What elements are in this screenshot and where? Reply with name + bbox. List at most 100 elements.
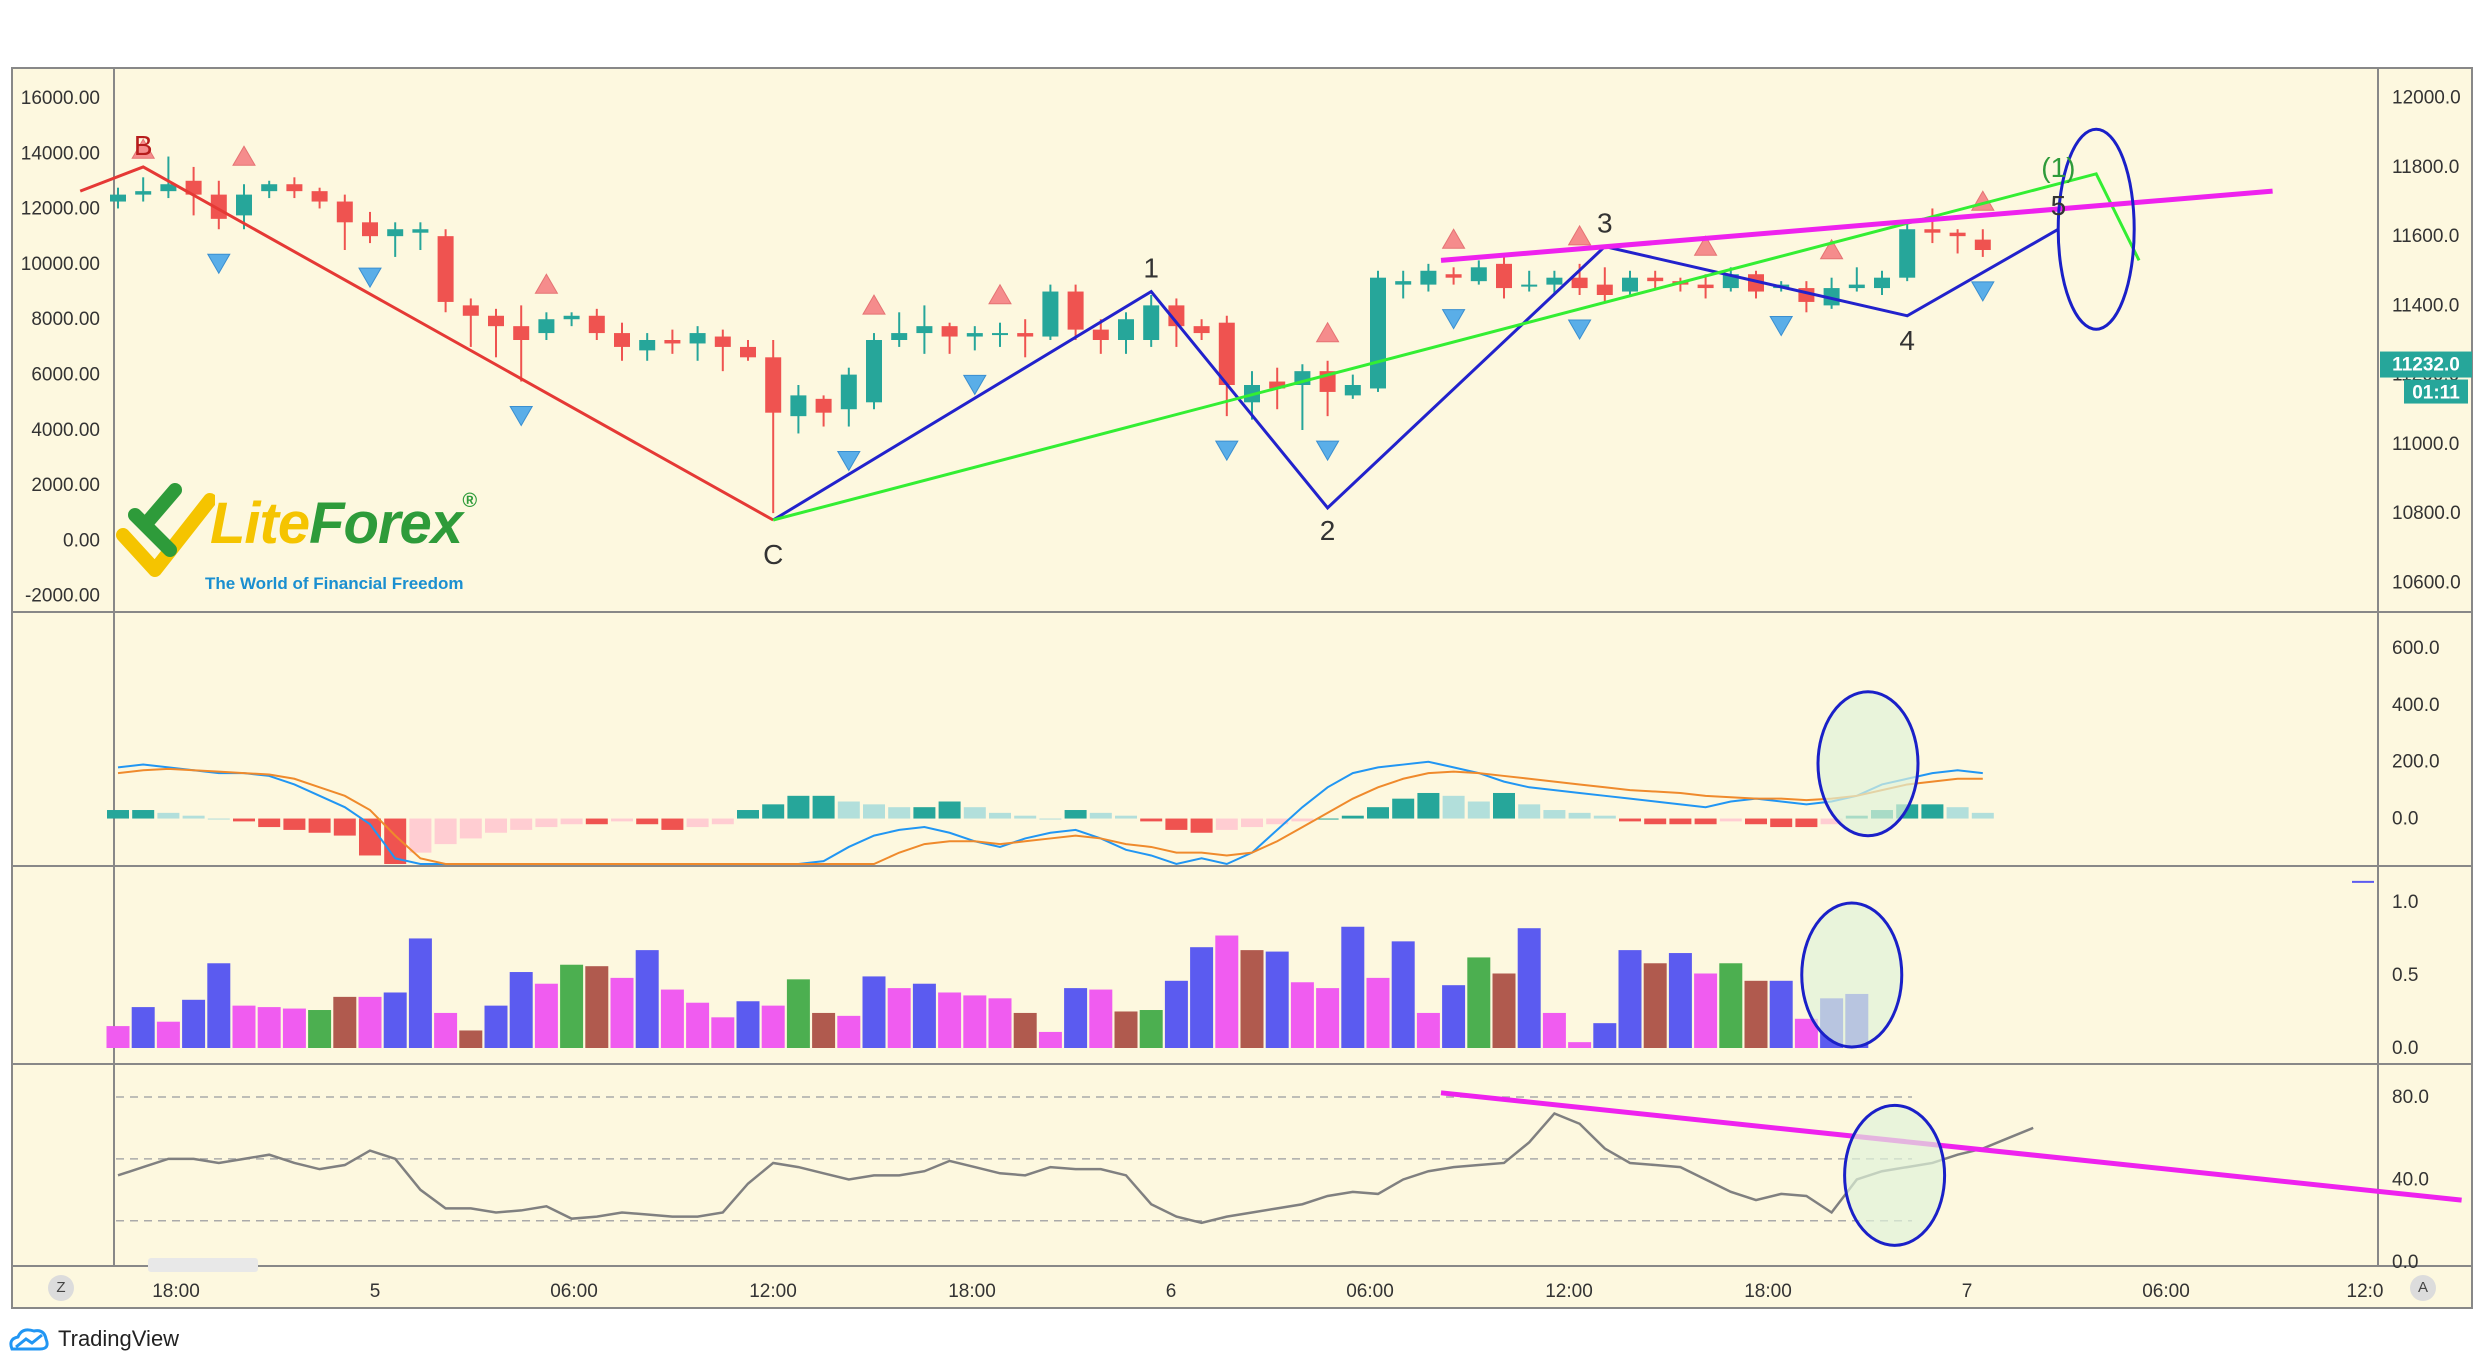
macd-histogram-bar bbox=[1568, 812, 1591, 819]
macd-histogram-bar bbox=[1518, 804, 1541, 819]
candle-body bbox=[1017, 333, 1034, 337]
candle-body bbox=[891, 333, 908, 340]
candle-body bbox=[1395, 281, 1412, 285]
time-tick-label: 06:00 bbox=[2142, 1281, 2190, 1302]
volume-bar bbox=[1190, 947, 1214, 1048]
macd-histogram-bar bbox=[1341, 815, 1364, 819]
candle-body bbox=[1974, 239, 1991, 250]
volume-bar bbox=[610, 977, 634, 1048]
candle-body bbox=[840, 374, 857, 410]
volume-bar bbox=[1240, 950, 1264, 1048]
wave-label: 3 bbox=[1597, 208, 1613, 239]
fractal-up-marker bbox=[862, 294, 886, 315]
candle-body bbox=[135, 191, 152, 195]
volume-bar bbox=[484, 1005, 508, 1048]
macd-histogram-bar bbox=[1316, 818, 1339, 820]
wave-green-line bbox=[772, 172, 2141, 522]
price-tick-label-left: 12000.00 bbox=[21, 199, 100, 220]
macd-histogram-bar bbox=[1820, 818, 1843, 825]
volume-bar bbox=[1542, 1012, 1566, 1048]
candle-body bbox=[1899, 229, 1916, 278]
candle-body bbox=[1344, 385, 1361, 396]
candle-body bbox=[185, 180, 202, 195]
impulse-wave-line bbox=[772, 227, 2060, 522]
macd-histogram-bar bbox=[1442, 795, 1465, 819]
candle-body bbox=[992, 333, 1008, 336]
macd-histogram-bar bbox=[1946, 807, 1969, 819]
macd-histogram-bar bbox=[1593, 815, 1616, 819]
time-tick-label: 6 bbox=[1166, 1281, 1177, 1302]
macd-histogram-bar bbox=[1971, 812, 1994, 819]
macd-histogram-bar bbox=[359, 818, 381, 856]
candle-body bbox=[513, 326, 530, 340]
macd-histogram-bar bbox=[837, 801, 860, 819]
rsi-highlight-ellipse bbox=[1843, 1103, 1947, 1247]
candle-body bbox=[714, 336, 731, 347]
fractal-down-marker bbox=[1567, 319, 1592, 340]
wave-label: 5 bbox=[2051, 190, 2067, 221]
rsi-axis-label: 0.0 bbox=[2392, 1252, 2418, 1273]
volume-bar bbox=[1139, 1010, 1163, 1048]
price-tick-label-left: 4000.00 bbox=[31, 420, 100, 441]
candle-body bbox=[941, 326, 958, 337]
highlight-ellipse bbox=[2056, 127, 2136, 331]
logo-tagline: The World of Financial Freedom bbox=[205, 574, 464, 593]
candle-body bbox=[1168, 305, 1185, 327]
macd-histogram-bar bbox=[686, 818, 709, 828]
rsi-axis-label: 40.0 bbox=[2392, 1169, 2429, 1190]
volume-bar bbox=[862, 976, 886, 1048]
macd-histogram-bar bbox=[1089, 812, 1112, 819]
macd-histogram-bar bbox=[485, 818, 507, 833]
fractal-down-marker bbox=[358, 267, 382, 289]
volume-bar bbox=[257, 1007, 281, 1048]
price-tick-label-left: 10000.00 bbox=[21, 254, 100, 275]
candle-body bbox=[488, 315, 504, 327]
time-tick-label: 18:00 bbox=[152, 1281, 200, 1302]
wave-label: (1) bbox=[2041, 152, 2075, 183]
macd-axis-label: 0.0 bbox=[2392, 809, 2418, 830]
price-tick-label-left: 0.00 bbox=[63, 530, 100, 551]
volume-bar bbox=[1794, 1018, 1818, 1048]
volume-bar bbox=[459, 1030, 483, 1048]
macd-histogram-bar bbox=[434, 818, 457, 845]
time-tick-label: 5 bbox=[370, 1281, 381, 1302]
scroll-handle[interactable] bbox=[148, 1258, 258, 1272]
candle-body bbox=[1823, 288, 1840, 306]
fractal-down-marker bbox=[1970, 281, 1995, 302]
zoom-button[interactable]: Z bbox=[48, 1275, 74, 1301]
last-price-label: 11232.0 bbox=[2392, 355, 2460, 376]
volume-bar bbox=[1366, 977, 1390, 1048]
macd-histogram-bar bbox=[1367, 807, 1389, 819]
volume-bar bbox=[1694, 973, 1718, 1048]
macd-histogram-bar bbox=[510, 818, 533, 830]
candle-body bbox=[311, 191, 328, 202]
candle-body bbox=[1874, 277, 1890, 289]
time-tick-label: 18:00 bbox=[948, 1281, 996, 1302]
volume-axis-label: 0.5 bbox=[2392, 965, 2418, 986]
macd-histogram-bar bbox=[1291, 818, 1314, 822]
macd-histogram-bar bbox=[459, 818, 482, 839]
macd-histogram-bar bbox=[1140, 818, 1163, 822]
macd-highlight-ellipse bbox=[1816, 690, 1920, 838]
tradingview-brand[interactable]: TradingView bbox=[8, 1322, 179, 1356]
macd-histogram-bar bbox=[1543, 810, 1566, 819]
rsi-axis-label: 80.0 bbox=[2392, 1087, 2429, 1108]
candle-body bbox=[790, 395, 807, 417]
volume-bar bbox=[963, 995, 987, 1048]
volume-bar bbox=[358, 996, 382, 1048]
volume-bar bbox=[1769, 980, 1793, 1048]
volume-bar bbox=[1643, 963, 1667, 1048]
candle-body bbox=[1370, 277, 1386, 389]
price-tick-label-right: 10800.0 bbox=[2392, 503, 2461, 524]
macd-histogram-bar bbox=[1417, 792, 1440, 819]
macd-histogram-bar bbox=[1669, 818, 1692, 825]
auto-scale-button[interactable]: A bbox=[2410, 1275, 2436, 1301]
volume-axis-label: 0.0 bbox=[2392, 1038, 2418, 1059]
candle-body bbox=[1949, 232, 1966, 237]
fractal-down-marker bbox=[1315, 440, 1340, 462]
candle-body bbox=[1596, 284, 1613, 295]
price-tick-label-left: -2000.00 bbox=[25, 586, 100, 607]
macd-histogram-bar bbox=[1266, 818, 1289, 825]
price-tick-label-right: 11400.0 bbox=[2392, 295, 2459, 316]
